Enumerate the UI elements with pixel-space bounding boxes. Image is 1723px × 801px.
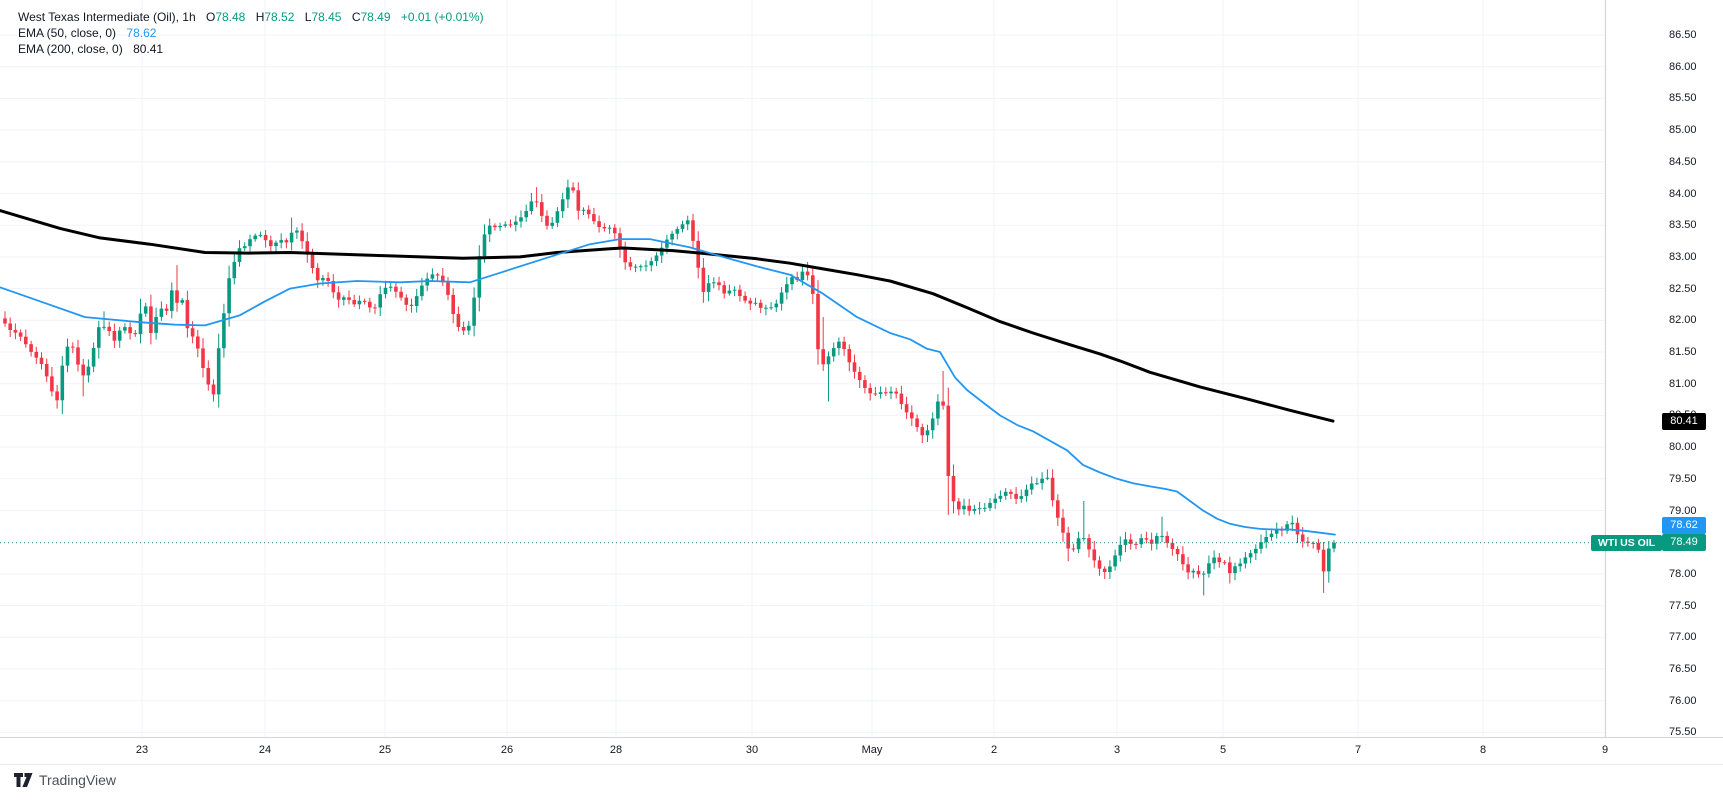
price-badge-last-price: 78.49 xyxy=(1662,534,1706,552)
price-axis-label: 86.00 xyxy=(1669,60,1697,73)
low-value: 78.45 xyxy=(311,10,342,24)
time-axis-label: 26 xyxy=(500,744,514,756)
time-axis-label: 25 xyxy=(378,744,392,756)
legend-ema50-row[interactable]: EMA (50, close, 0) 78.62 xyxy=(18,25,484,41)
price-axis-label: 76.00 xyxy=(1669,694,1697,707)
high-value: 78.52 xyxy=(264,10,295,24)
chart-legend: West Texas Intermediate (Oil), 1h O78.48… xyxy=(18,9,484,57)
ema50-value: 78.62 xyxy=(126,26,157,40)
symbol-price-marker: WTI US OIL xyxy=(1591,534,1663,551)
price-axis-label: 84.00 xyxy=(1669,187,1697,200)
time-axis-label: 30 xyxy=(745,744,759,756)
time-axis-label: 24 xyxy=(258,744,272,756)
high-label: H xyxy=(255,10,265,24)
price-axis-label: 83.50 xyxy=(1669,219,1697,232)
time-axis-label: 23 xyxy=(135,744,149,756)
price-axis-label: 80.00 xyxy=(1669,441,1697,454)
legend-ema200-row[interactable]: EMA (200, close, 0) 80.41 xyxy=(18,41,484,57)
time-axis-label: 5 xyxy=(1219,744,1227,756)
ema200-value: 80.41 xyxy=(133,42,164,56)
open-label: O xyxy=(205,10,216,24)
price-axis-label: 83.00 xyxy=(1669,250,1697,263)
price-axis-label: 77.00 xyxy=(1669,631,1697,644)
price-axis-label: 86.50 xyxy=(1669,29,1697,41)
watermark-label: TradingView xyxy=(39,772,117,788)
close-value: 78.49 xyxy=(360,10,391,24)
time-axis-label: May xyxy=(861,744,883,756)
price-axis-label: 82.00 xyxy=(1669,314,1697,327)
price-axis-label: 75.50 xyxy=(1669,726,1697,739)
change-value: +0.01 (+0.01%) xyxy=(400,10,484,24)
price-axis-label: 77.50 xyxy=(1669,599,1697,612)
time-axis[interactable]: 23 24 25 26 28 30 May 2 3 5 7 8 9 xyxy=(0,737,1723,765)
time-axis-label: 9 xyxy=(1601,744,1609,756)
price-axis-label: 82.50 xyxy=(1669,282,1697,295)
time-axis-label: 28 xyxy=(609,744,623,756)
chart-canvas[interactable] xyxy=(0,0,1605,737)
tradingview-logo-icon xyxy=(14,772,33,787)
price-axis-label: 79.00 xyxy=(1669,504,1697,517)
price-badge-ema50-value: 78.62 xyxy=(1662,517,1706,535)
symbol-title: West Texas Intermediate (Oil), 1h xyxy=(18,10,196,24)
price-axis-label: 85.50 xyxy=(1669,92,1697,105)
time-axis-label: 7 xyxy=(1354,744,1362,756)
price-axis[interactable]: 86.50 86.00 85.50 85.00 84.50 84.00 83.50 83.00… xyxy=(1605,0,1723,739)
tradingview-watermark[interactable]: TradingView xyxy=(14,772,116,788)
legend-symbol-row[interactable]: West Texas Intermediate (Oil), 1h O78.48… xyxy=(18,9,484,25)
time-axis-label: 8 xyxy=(1479,744,1487,756)
time-axis-label: 3 xyxy=(1113,744,1121,756)
chart-pane[interactable]: West Texas Intermediate (Oil), 1h O78.48… xyxy=(0,0,1605,737)
close-label: C xyxy=(351,10,361,24)
price-axis-label: 81.50 xyxy=(1669,346,1697,358)
ema50-label: EMA (50, close, 0) xyxy=(18,26,117,40)
price-axis-label: 84.50 xyxy=(1669,155,1697,168)
time-axis-label: 2 xyxy=(990,744,998,756)
open-value: 78.48 xyxy=(215,10,246,24)
price-axis-label: 76.50 xyxy=(1669,663,1697,675)
price-axis-label: 78.00 xyxy=(1669,567,1697,580)
price-axis-label: 85.00 xyxy=(1669,124,1697,137)
ema200-label: EMA (200, close, 0) xyxy=(18,42,123,56)
low-label: L xyxy=(304,10,312,24)
price-axis-label: 79.50 xyxy=(1669,472,1697,485)
price-badge-ema200-value: 80.41 xyxy=(1662,412,1706,430)
price-axis-label: 81.00 xyxy=(1669,377,1697,390)
